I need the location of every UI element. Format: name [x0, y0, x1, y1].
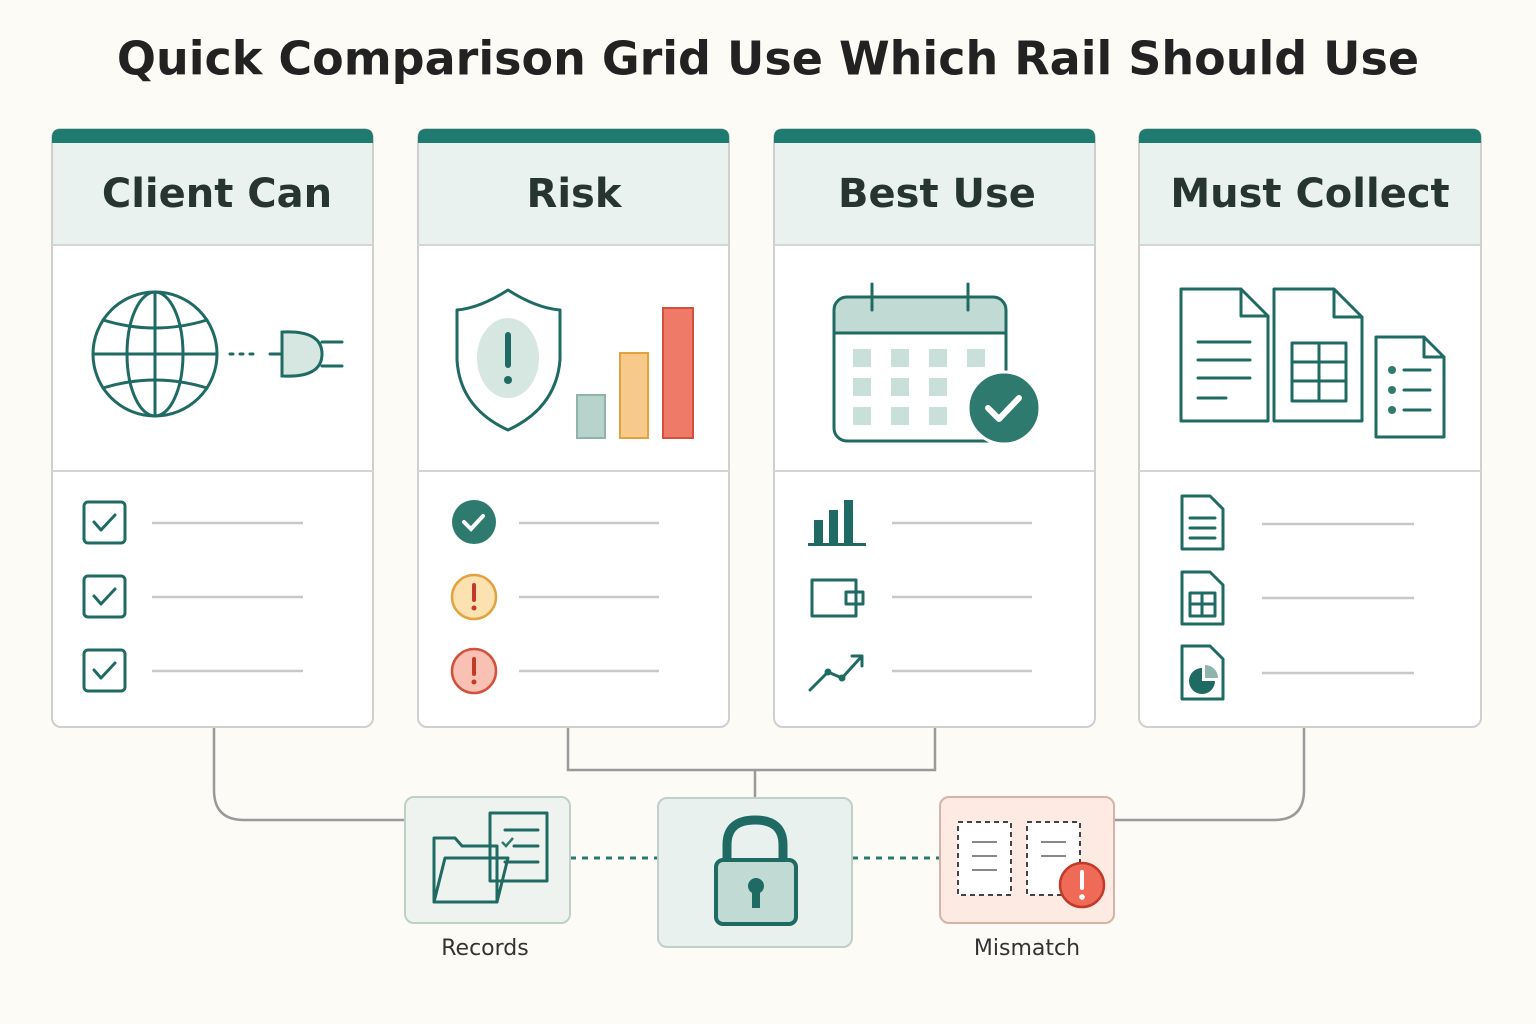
- shape-circle: [838, 674, 846, 682]
- shape-rect: [53, 140, 372, 245]
- shape-rect: [82, 648, 127, 693]
- label: Must Collect: [1170, 171, 1449, 217]
- shape-rect: [814, 520, 823, 544]
- shape-rect: [808, 543, 866, 546]
- icon-path: [1180, 644, 1225, 701]
- shape-rect: [752, 888, 760, 908]
- icon-path: [774, 129, 1095, 143]
- group: [82, 500, 303, 693]
- card-client-can: Client Can: [51, 128, 374, 728]
- shape-circle: [966, 370, 1042, 446]
- group: [1388, 366, 1396, 414]
- label: Client Can: [102, 171, 332, 217]
- shape-rect: [404, 796, 571, 924]
- shape-rect: [853, 378, 871, 396]
- shape-rect: [619, 352, 649, 439]
- title: Quick Comparison Grid Use Which Rail Sho…: [117, 32, 1419, 86]
- icon-path: [268, 330, 344, 378]
- shape-rect: [576, 394, 606, 439]
- shape-circle: [471, 605, 477, 611]
- shape-circle: [1079, 894, 1085, 900]
- icon-path: [418, 129, 729, 143]
- shape-rect: [853, 407, 871, 425]
- shape-rect: [662, 307, 694, 439]
- icon-path: [92, 661, 117, 680]
- node-records: Records: [404, 796, 571, 961]
- icon-path: [1180, 494, 1225, 551]
- node-lock: [657, 797, 853, 948]
- label: Best Use: [838, 171, 1036, 217]
- icon-path: [462, 514, 485, 532]
- shape-rect: [829, 510, 838, 544]
- label: Mismatch: [974, 936, 1080, 961]
- icon-path: [808, 654, 864, 692]
- icon-path: [432, 856, 510, 904]
- label: Records: [441, 936, 528, 961]
- node-mismatch: Mismatch: [939, 796, 1115, 961]
- shape-rect: [891, 378, 909, 396]
- icon-path: [212, 727, 405, 822]
- shape-circle: [471, 679, 477, 685]
- icon-path: [834, 297, 1006, 333]
- shape-rect: [82, 574, 127, 619]
- shape-rect: [832, 295, 1008, 443]
- icon-path: [52, 129, 373, 143]
- shape-rect: [891, 349, 909, 367]
- icon-path: [722, 815, 788, 860]
- shape-rect: [891, 407, 909, 425]
- icon-path: [92, 587, 117, 606]
- group: [808, 500, 866, 546]
- icon-path: [1290, 341, 1348, 403]
- shape-circle: [452, 500, 496, 544]
- icon-path: [92, 513, 117, 532]
- shape-rect: [957, 821, 1012, 896]
- shape-rect: [853, 349, 871, 367]
- icon-path: [1402, 368, 1432, 412]
- icon-path: [1374, 335, 1446, 439]
- icon-path: [1179, 287, 1270, 423]
- shape-rect: [419, 140, 728, 245]
- shape-rect: [967, 349, 985, 367]
- shape-circle: [1388, 406, 1396, 414]
- shape-circle: [824, 668, 832, 676]
- icon-path: [1196, 340, 1252, 400]
- card-must-collect: Must Collect: [1138, 128, 1482, 728]
- shape-rect: [929, 349, 947, 367]
- group: [853, 349, 985, 425]
- icon-path: [503, 828, 540, 864]
- shape-circle: [504, 376, 512, 384]
- icon-path: [501, 837, 514, 848]
- icon-path: [1205, 665, 1218, 678]
- icon-path: [1180, 570, 1225, 626]
- icon-path: [1114, 727, 1306, 822]
- icon-path: [972, 841, 1066, 871]
- shape-rect: [929, 407, 947, 425]
- card-best-use: Best Use: [773, 128, 1096, 728]
- shape-rect: [929, 378, 947, 396]
- shape-rect: [844, 500, 853, 544]
- icon-path: [101, 318, 209, 390]
- icon-path: [1139, 129, 1481, 143]
- shape-circle: [1388, 366, 1396, 374]
- icon-path: [566, 727, 937, 798]
- icon-path: [455, 288, 562, 432]
- connectors: [212, 727, 1306, 860]
- label: Risk: [527, 171, 623, 217]
- icon-path: [1189, 668, 1215, 694]
- card-risk: Risk: [417, 128, 730, 728]
- shape-rect: [82, 500, 127, 545]
- shape-rect: [775, 140, 1094, 245]
- icon-path: [810, 578, 865, 618]
- shape-circle: [1388, 386, 1396, 394]
- icon-path: [1272, 287, 1364, 423]
- shape-rect: [1140, 140, 1480, 245]
- icon-path: [985, 395, 1022, 422]
